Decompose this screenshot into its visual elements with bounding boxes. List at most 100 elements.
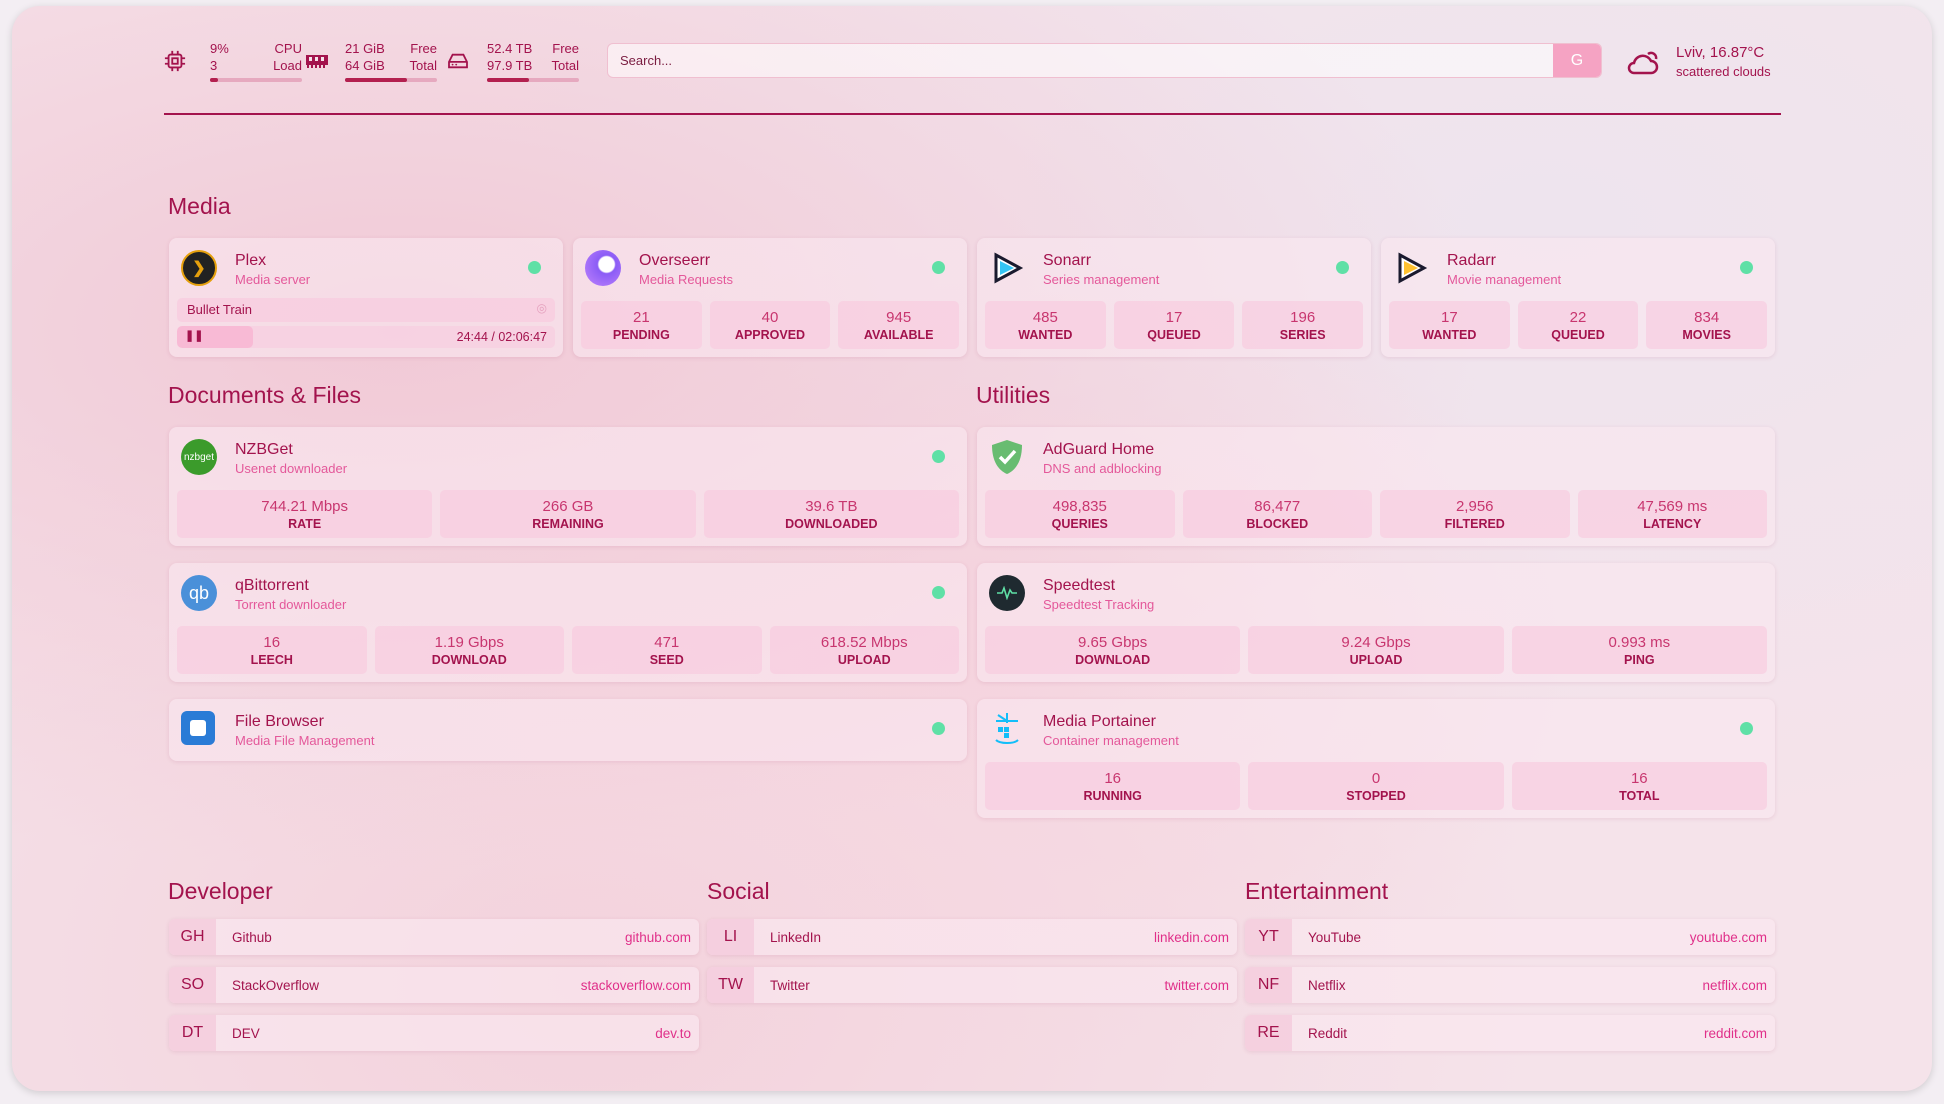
search-input[interactable] <box>608 53 1553 68</box>
playback-progress <box>177 326 253 348</box>
stat-label: UPLOAD <box>1349 652 1403 667</box>
service-adguard[interactable]: AdGuard Home DNS and adblocking 498,835 Q… <box>977 427 1775 546</box>
speedtest-icon <box>989 575 1025 611</box>
stat-label: LEECH <box>250 652 293 667</box>
disk-free: 52.4 TB <box>487 41 533 56</box>
search-engine-button[interactable]: G <box>1553 44 1601 77</box>
bookmark-name: YouTube <box>1308 929 1362 945</box>
bookmark-netflix[interactable]: NF Netflix netflix.com <box>1245 967 1775 1003</box>
cpu-widget: 9% 3 CPU Load <box>164 40 302 82</box>
service-radarr[interactable]: Radarr Movie management 17 WANTED 22 QUEUE… <box>1381 238 1775 357</box>
service-qbittorrent[interactable]: qb qBittorrent Torrent downloader 16 LEEC… <box>169 563 967 682</box>
bookmark-stackoverflow[interactable]: SO StackOverflow stackoverflow.com <box>169 967 699 1003</box>
service-name: qBittorrent <box>235 577 309 594</box>
cpu-value: 9% <box>210 41 229 56</box>
service-speedtest[interactable]: Speedtest Speedtest Tracking 9.65 Gbps DO… <box>977 563 1775 682</box>
bookmark-abbr: LI <box>707 919 754 955</box>
service-name: Sonarr <box>1043 252 1092 269</box>
bookmark-name: Reddit <box>1308 1025 1348 1041</box>
stat-value: 47,569 ms <box>1637 497 1708 515</box>
stat-upload: 9.24 Gbps UPLOAD <box>1248 626 1504 674</box>
cpu-load: 3 <box>210 58 218 73</box>
stat-movies: 834 MOVIES <box>1646 301 1768 349</box>
sonarr-icon <box>989 250 1025 286</box>
bookmark-youtube[interactable]: YT YouTube youtube.com <box>1245 919 1775 955</box>
disk-total: 97.9 TB <box>487 58 533 73</box>
total-label: Total <box>409 58 437 73</box>
service-plex[interactable]: ❯ Plex Media server Bullet Train ◎ ❚❚ 24… <box>169 238 563 357</box>
bookmark-abbr: DT <box>169 1015 216 1051</box>
stats-row: 17 WANTED 22 QUEUED 834 MOVIES <box>1389 301 1768 349</box>
status-dot <box>932 450 945 463</box>
bookmark-abbr: NF <box>1245 967 1292 1003</box>
stat-value: 16 <box>1630 769 1648 787</box>
search-bar: G <box>607 43 1602 78</box>
stat-label: DOWNLOAD <box>1075 652 1151 667</box>
stat-filtered: 2,956 FILTERED <box>1380 490 1570 538</box>
service-overseerr[interactable]: Overseerr Media Requests 21 PENDING 40 APP… <box>573 238 967 357</box>
stat-upload: 618.52 Mbps UPLOAD <box>769 626 959 674</box>
bookmark-twitter[interactable]: TW Twitter twitter.com <box>707 967 1237 1003</box>
bookmark-abbr: SO <box>169 967 216 1003</box>
stat-label: TOTAL <box>1619 788 1660 803</box>
stat-value: 945 <box>886 308 912 326</box>
section-title-utilities: Utilities <box>976 382 1051 408</box>
bookmark-abbr: YT <box>1245 919 1292 955</box>
bookmark-group-entertainment: Entertainment <box>1245 878 1389 904</box>
stats-row: 498,835 QUERIES 86,477 BLOCKED 2,956 FILTER… <box>985 490 1767 538</box>
stat-downloaded: 39.6 TB DOWNLOADED <box>703 490 959 538</box>
status-dot <box>1740 722 1753 735</box>
stat-value: 16 <box>263 633 281 651</box>
pause-icon[interactable]: ❚❚ <box>185 330 204 342</box>
nzbget-icon: nzbget <box>181 439 217 475</box>
cloud-icon <box>1627 51 1659 74</box>
stat-value: 618.52 Mbps <box>820 633 908 651</box>
section-title-media: Media <box>168 193 231 219</box>
stat-running: 16 RUNNING <box>985 762 1241 810</box>
stat-label: BLOCKED <box>1246 516 1309 531</box>
service-portainer[interactable]: Media Portainer Container management 16 R… <box>977 699 1775 818</box>
memory-free: 21 GiB <box>345 41 385 56</box>
header-divider <box>164 113 1781 115</box>
playback-bar[interactable]: ❚❚ 24:44 / 02:06:47 <box>177 326 555 348</box>
bookmark-github[interactable]: GH Github github.com <box>169 919 699 955</box>
stat-total: 16 TOTAL <box>1511 762 1767 810</box>
service-description: Movie management <box>1447 272 1562 287</box>
free-label: Free <box>552 41 579 56</box>
service-file-browser[interactable]: File Browser Media File Management <box>169 699 967 761</box>
bookmark-url: github.com <box>624 929 691 945</box>
service-description: Media Requests <box>639 272 733 287</box>
stat-value: 0 <box>1371 769 1381 787</box>
bookmark-url: dev.to <box>655 1025 691 1041</box>
bookmark-name: LinkedIn <box>770 929 822 945</box>
stat-value: 21 <box>632 308 650 326</box>
stat-label: DOWNLOADED <box>785 516 878 531</box>
service-nzbget[interactable]: nzbget NZBGet Usenet downloader 744.21 M… <box>169 427 967 546</box>
stat-queries: 498,835 QUERIES <box>985 490 1175 538</box>
stat-value: 471 <box>654 633 680 651</box>
bookmark-url: netflix.com <box>1702 977 1767 993</box>
bookmark-reddit[interactable]: RE Reddit reddit.com <box>1245 1015 1775 1051</box>
stat-blocked: 86,477 BLOCKED <box>1182 490 1372 538</box>
bookmark-dev[interactable]: DT DEV dev.to <box>169 1015 699 1051</box>
stat-available: 945 AVAILABLE <box>838 301 960 349</box>
qbittorrent-icon: qb <box>181 575 217 611</box>
stat-queued: 22 QUEUED <box>1517 301 1639 349</box>
status-dot <box>932 722 945 735</box>
stat-value: 0.993 ms <box>1608 633 1671 651</box>
bookmark-abbr: RE <box>1245 1015 1292 1051</box>
bookmark-abbr: TW <box>707 967 754 1003</box>
overseerr-icon <box>585 250 621 286</box>
now-playing: Bullet Train ◎ <box>177 298 555 322</box>
stat-ping: 0.993 ms PING <box>1511 626 1767 674</box>
service-name: AdGuard Home <box>1043 441 1155 458</box>
cast-icon[interactable]: ◎ <box>536 301 547 315</box>
stat-download: 1.19 Gbps DOWNLOAD <box>374 626 564 674</box>
stat-label: WANTED <box>1018 327 1073 342</box>
service-sonarr[interactable]: Sonarr Series management 485 WANTED 17 QUE… <box>977 238 1371 357</box>
bookmark-linkedin[interactable]: LI LinkedIn linkedin.com <box>707 919 1237 955</box>
stat-label: PENDING <box>612 327 670 342</box>
memory-total: 64 GiB <box>345 58 385 73</box>
stat-label: RUNNING <box>1083 788 1142 803</box>
bookmark-name: StackOverflow <box>232 977 320 993</box>
